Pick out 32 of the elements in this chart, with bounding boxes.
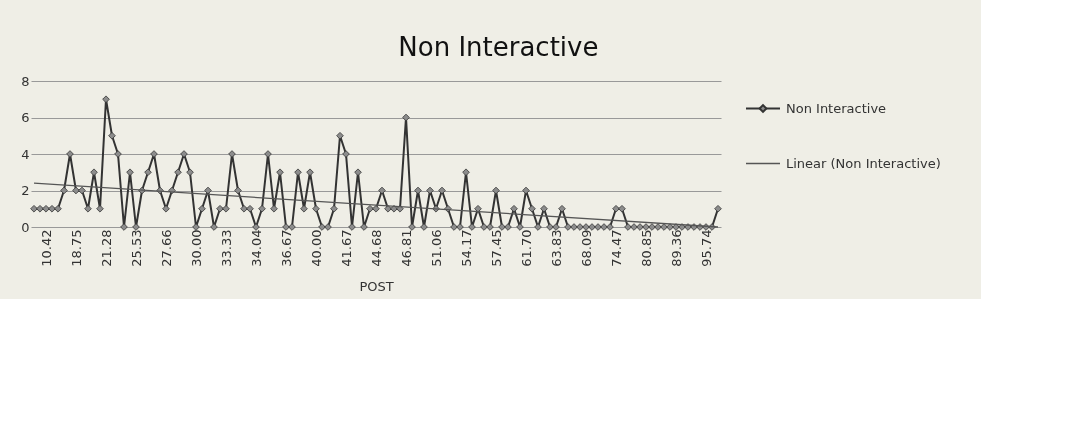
y-tick-label: 0 bbox=[21, 219, 30, 235]
x-axis-title: POST bbox=[359, 278, 394, 294]
x-tick-label: 57.45 bbox=[488, 229, 504, 267]
x-tick-label: 44.68 bbox=[368, 229, 384, 267]
x-tick-label: 63.83 bbox=[548, 229, 564, 267]
x-tick-label: 41.67 bbox=[338, 229, 354, 267]
x-tick-label: 27.66 bbox=[158, 229, 174, 267]
legend-label: Linear (Non Interactive) bbox=[786, 155, 941, 171]
x-tick-label: 74.47 bbox=[608, 229, 624, 267]
legend-label: Non Interactive bbox=[786, 100, 887, 116]
x-tick-label: 61.70 bbox=[518, 229, 534, 267]
x-tick-label: 25.53 bbox=[128, 229, 144, 267]
x-tick-label: 34.04 bbox=[248, 229, 264, 267]
y-tick-label: 8 bbox=[21, 73, 30, 89]
x-tick-label: 46.81 bbox=[398, 229, 414, 267]
x-tick-label: 80.85 bbox=[638, 229, 654, 267]
x-tick-label: 18.75 bbox=[68, 229, 84, 267]
x-tick-label: 21.28 bbox=[98, 229, 114, 267]
x-tick-label: 33.33 bbox=[218, 229, 234, 267]
x-tick-label: 51.06 bbox=[428, 229, 444, 267]
x-tick-label: 95.74 bbox=[698, 229, 714, 267]
x-tick-label: 89.36 bbox=[668, 229, 684, 267]
x-tick-label: 36.67 bbox=[278, 229, 294, 267]
x-tick-label: 10.42 bbox=[38, 229, 54, 267]
y-tick-label: 4 bbox=[21, 146, 30, 162]
x-tick-label: 40.00 bbox=[308, 229, 324, 267]
y-tick-label: 2 bbox=[21, 183, 30, 198]
x-tick-label: 54.17 bbox=[458, 229, 474, 267]
y-tick-label: 6 bbox=[21, 110, 30, 125]
chart-title: Non Interactive bbox=[398, 32, 599, 62]
x-tick-label: 68.09 bbox=[578, 229, 594, 267]
x-tick-label: 30.00 bbox=[188, 229, 204, 267]
